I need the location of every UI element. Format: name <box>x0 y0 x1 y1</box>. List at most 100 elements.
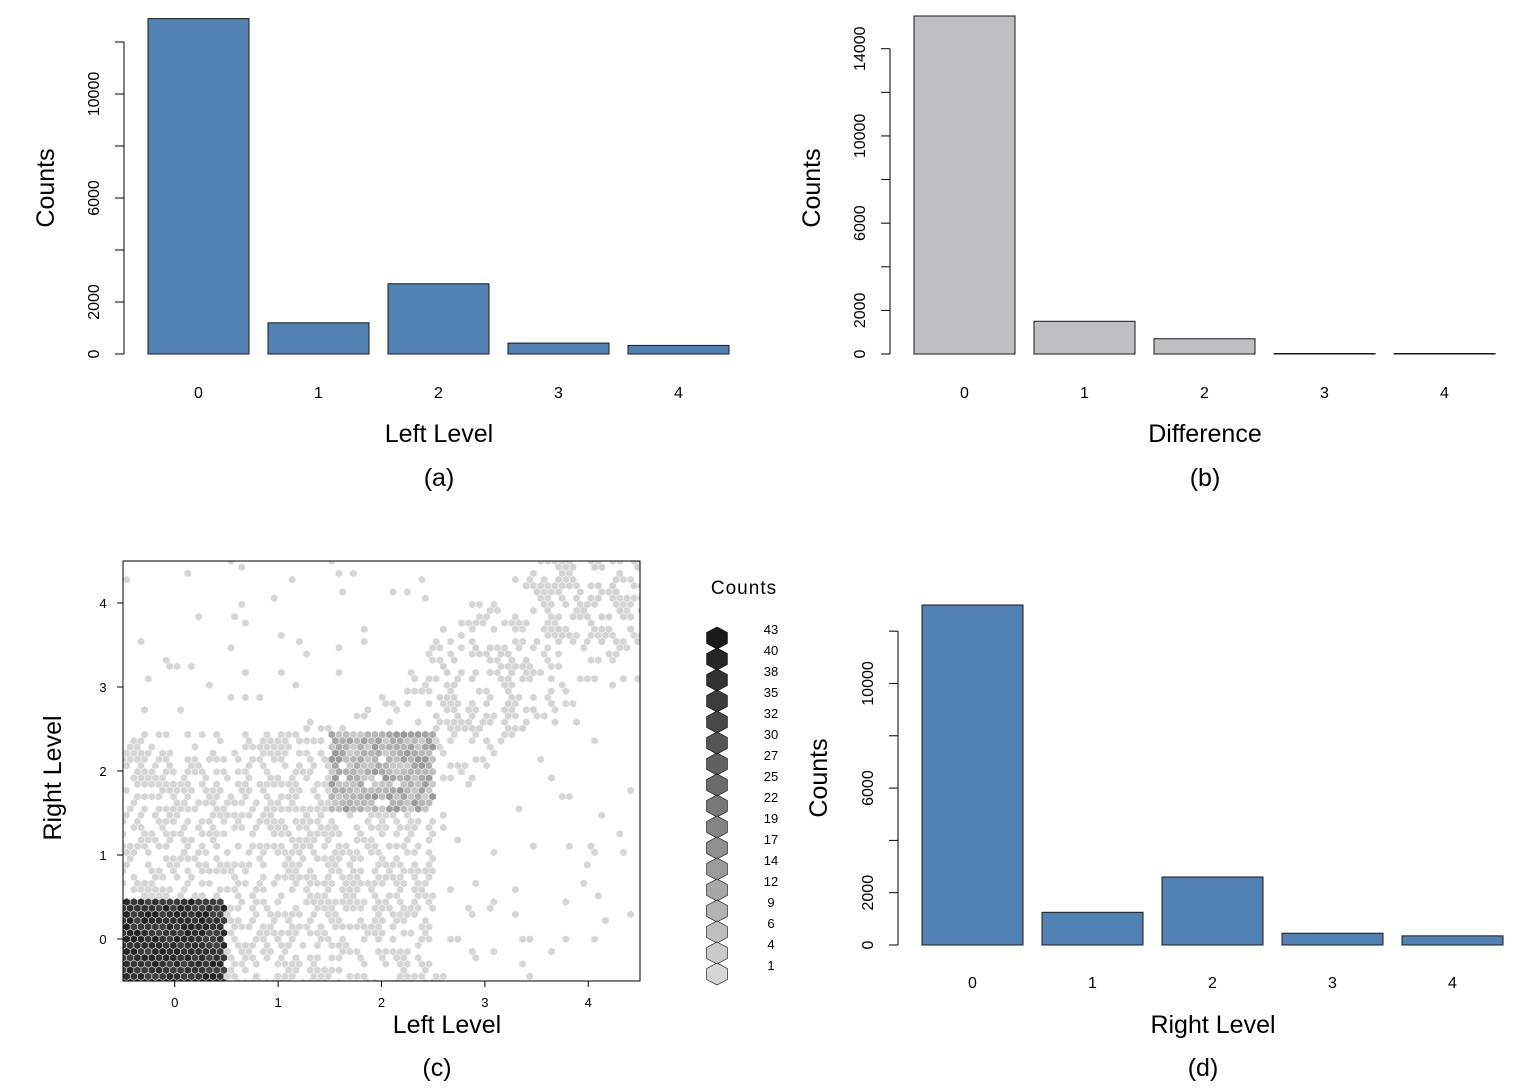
panel-c-hex-bin <box>436 656 444 664</box>
panel-c-hex-bin <box>242 730 249 739</box>
panel-c-hex-bin <box>544 561 552 565</box>
panel-c-hex-bin <box>328 780 336 788</box>
panel-c-hex-bin <box>270 780 278 788</box>
panel-c-hex-bin <box>198 842 206 850</box>
panel-c-hex-bin <box>389 786 397 795</box>
panel-c-hex-bin <box>296 761 303 770</box>
panel-c-hex-bin <box>429 904 436 912</box>
panel-c-hex-bin <box>134 904 141 912</box>
panel-c-hex-bin <box>587 631 595 640</box>
panel-c-hex-bin <box>407 743 415 751</box>
panel-c-hex-bin <box>152 774 159 782</box>
panel-c-hex-bin <box>501 706 508 714</box>
panel-c-hex-bin <box>382 898 390 906</box>
panel-c-hex-bin <box>299 941 307 950</box>
panel-c-hex-bin <box>375 737 382 745</box>
panel-c-hex-bin <box>562 898 570 906</box>
panel-c-hex-bin <box>526 662 534 671</box>
panel-c-hex-bin <box>141 929 148 937</box>
panel-c-hex-bin <box>414 892 422 900</box>
panel-c-hex-bin <box>123 575 130 584</box>
panel-c-hex-bin <box>137 960 145 968</box>
panel-c-hex-bin <box>587 582 595 590</box>
panel-c-hex-bin <box>418 786 426 795</box>
panel-c-hex-bin <box>155 916 163 925</box>
panel-c-hex-bin <box>623 606 631 615</box>
panel-c-hex-bin <box>497 650 505 658</box>
panel-c-hex-bin <box>335 805 343 813</box>
panel-c-hex-bin <box>371 792 379 801</box>
panel-c-hex-bin <box>393 854 400 863</box>
panel-c-hex-bin <box>126 755 134 764</box>
panel-c-hex-bin <box>324 972 332 981</box>
panel-c-hex-bin <box>353 898 361 906</box>
panel-c-hex-bin <box>350 892 357 900</box>
panel-c-hex-bin <box>317 898 325 906</box>
panel-c-hex-bin <box>213 780 220 788</box>
panel-c-hex-bin <box>422 594 429 602</box>
panel-c-hex-bin <box>594 631 602 640</box>
panel-c-hex-bin <box>328 867 336 875</box>
panel-c-hex-bin <box>213 916 220 925</box>
panel-c-hex-bin <box>177 954 184 962</box>
panel-c-hex-bin <box>288 885 296 894</box>
panel-c-hex-bin <box>184 978 192 981</box>
panel-c-hex-bin <box>134 941 141 950</box>
panel-c-hex-bin <box>400 954 408 962</box>
panel-c-hex-bin <box>148 879 156 888</box>
panel-c-hex-bin <box>548 699 555 708</box>
panel-c-hex-bin <box>184 867 192 875</box>
panel-c-hex-bin <box>515 619 523 627</box>
panel-c-hex-bin <box>130 935 138 943</box>
panel-c-hex-bin <box>148 904 156 912</box>
panel-c-hex-bin <box>141 805 148 813</box>
panel-c-hex-bin <box>393 743 400 751</box>
panel-c-hex-bin <box>371 916 379 925</box>
panel-c-hex-bin <box>404 699 411 708</box>
panel-c-hex-bin <box>123 786 130 795</box>
panel-c-hex-bin <box>368 848 375 857</box>
panel-c-hex-bin <box>404 823 411 832</box>
panel-c-hex-bin <box>382 699 390 708</box>
panel-c-hex-bin <box>155 941 163 950</box>
panel-c-hex-bin <box>274 910 282 919</box>
panel-c-hex-bin <box>389 749 397 757</box>
panel-c-hex-bin <box>429 867 436 875</box>
panel-c-hex-bin <box>314 830 321 838</box>
panel-c-hex-bin <box>317 923 325 931</box>
panel-c-hex-bin <box>429 978 436 981</box>
panel-c-hex-bin <box>562 575 570 584</box>
panel-c-hex-bin <box>368 737 375 745</box>
panel-c-hex-bin <box>123 923 130 931</box>
panel-c-hex-bin <box>324 898 332 906</box>
panel-c-hex-bin <box>407 755 415 764</box>
panel-c-hex-bin <box>411 737 418 745</box>
panel-c-hex-bin <box>555 588 562 596</box>
panel-c-hex-bin <box>166 761 174 770</box>
panel-c-hex-bin <box>346 786 354 795</box>
panel-c-hex-bin <box>209 749 217 757</box>
panel-c-hex-bin <box>378 854 386 863</box>
panel-c-hex-bin <box>411 861 418 869</box>
panel-c-hex-bin <box>213 755 220 764</box>
panel-c-hex-bin <box>396 799 404 807</box>
panel-c-hex-bin <box>123 867 127 875</box>
panel-c-hex-bin <box>429 780 436 788</box>
panel-c-hex-bin <box>281 960 289 968</box>
panel-c-hex-bin <box>242 668 249 677</box>
panel-c-hex-bin <box>418 749 426 757</box>
panel-c-hex-bin <box>562 625 570 633</box>
panel-c-hex-bin <box>332 823 339 832</box>
panel-c-hex-bin <box>152 935 159 943</box>
panel-c-hex-bin <box>123 898 130 906</box>
panel-c-hex-bin <box>292 805 300 813</box>
panel-c-hex-bin <box>209 811 217 819</box>
panel-c-hex-bin <box>555 575 562 584</box>
panel-c-hex-bin <box>612 588 620 596</box>
panel-c-hex-bin <box>418 885 426 894</box>
panel-c-hex-bin <box>166 861 174 869</box>
panel-c-hex-bin <box>260 749 267 757</box>
panel-c-hex-bin <box>422 916 429 925</box>
panel-c-legend-swatch <box>706 815 728 839</box>
panel-c-hex-bin <box>231 873 238 881</box>
